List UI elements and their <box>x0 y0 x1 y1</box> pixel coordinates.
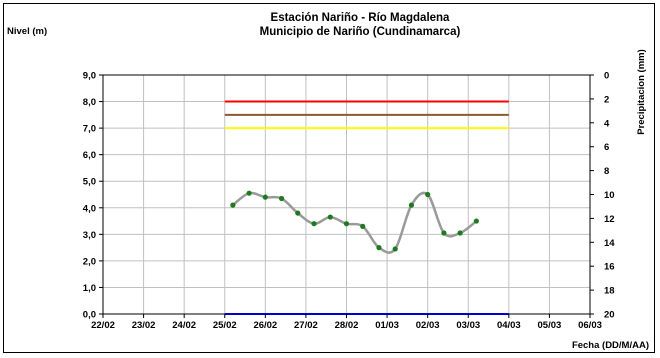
x-tick-label: 03/03 <box>456 320 480 331</box>
y2-axis-title: Precipitacion (mm) <box>636 49 647 135</box>
x-tick-label: 26/02 <box>253 320 277 331</box>
y-tick-label: 9,0 <box>83 71 96 82</box>
y-tick-label: 6,0 <box>83 150 96 161</box>
y2-tick-label: 10 <box>604 190 615 201</box>
data-point <box>457 230 463 236</box>
data-point <box>425 191 431 198</box>
x-tick-label: 06/03 <box>578 320 602 331</box>
data-point <box>392 246 398 252</box>
y2-tick-label: 12 <box>604 214 615 225</box>
y-tick-label: 2,0 <box>83 256 96 267</box>
y-tick-label: 8,0 <box>83 97 96 108</box>
y2-tick-label: 18 <box>604 286 615 297</box>
ticks: 22/02 23/02 24/02 25/02 26/02 27/02 28/02 01/03… <box>83 71 616 332</box>
y-tick-label: 4,0 <box>83 203 96 214</box>
x-axis-title: Fecha (DD/M/AA) <box>572 340 649 351</box>
x-tick-label: 01/03 <box>375 320 399 331</box>
data-point <box>327 214 333 220</box>
data-point <box>343 221 350 227</box>
grid <box>103 75 590 314</box>
data-point <box>230 202 236 208</box>
chart: 22/02 23/02 24/02 25/02 26/02 27/02 28/02 01/03… <box>7 12 649 351</box>
data-point <box>311 221 317 227</box>
x-tick-label: 02/03 <box>416 320 440 331</box>
reference-lines <box>224 100 509 315</box>
y-tick-label: 7,0 <box>83 124 96 135</box>
x-tick-label: 22/02 <box>91 320 115 331</box>
y2-tick-label: 4 <box>604 118 610 129</box>
data-point <box>376 245 382 251</box>
y2-tick-label: 6 <box>604 142 609 153</box>
y-tick-label: 1,0 <box>83 283 96 294</box>
y2-tick-label: 14 <box>604 238 615 249</box>
y-tick-label: 3,0 <box>83 230 96 241</box>
data-point <box>246 190 252 196</box>
data-point <box>360 223 366 229</box>
y-tick-label: 0,0 <box>83 310 96 321</box>
y2-tick-label: 0 <box>604 71 609 82</box>
x-tick-label: 04/03 <box>497 320 521 331</box>
data-point <box>408 202 415 208</box>
y2-tick-label: 2 <box>604 94 609 105</box>
x-tick-label: 23/02 <box>132 320 156 331</box>
chart-frame: 22/02 23/02 24/02 25/02 26/02 27/02 28/02 01/03… <box>3 3 655 353</box>
data-point <box>441 230 447 236</box>
y2-tick-label: 20 <box>604 310 615 321</box>
x-tick-label: 28/02 <box>335 320 359 331</box>
x-tick-label: 25/02 <box>213 320 237 331</box>
chart-title: Estación Nariño - Río Magdalena <box>271 12 451 24</box>
chart-subtitle: Municipio de Nariño (Cundinamarca) <box>260 26 461 38</box>
data-point <box>473 218 479 224</box>
y-axis-title: Nivel (m) <box>7 26 47 37</box>
x-tick-label: 24/02 <box>172 320 196 331</box>
data-point <box>278 195 285 202</box>
y2-tick-label: 8 <box>604 166 609 177</box>
x-tick-label: 27/02 <box>294 320 318 331</box>
x-tick-label: 05/03 <box>538 320 562 331</box>
series-line <box>232 191 478 254</box>
y2-tick-label: 16 <box>604 262 615 273</box>
y-tick-label: 5,0 <box>83 177 96 188</box>
data-point <box>262 194 268 200</box>
series <box>230 190 479 254</box>
data-point <box>295 210 301 216</box>
